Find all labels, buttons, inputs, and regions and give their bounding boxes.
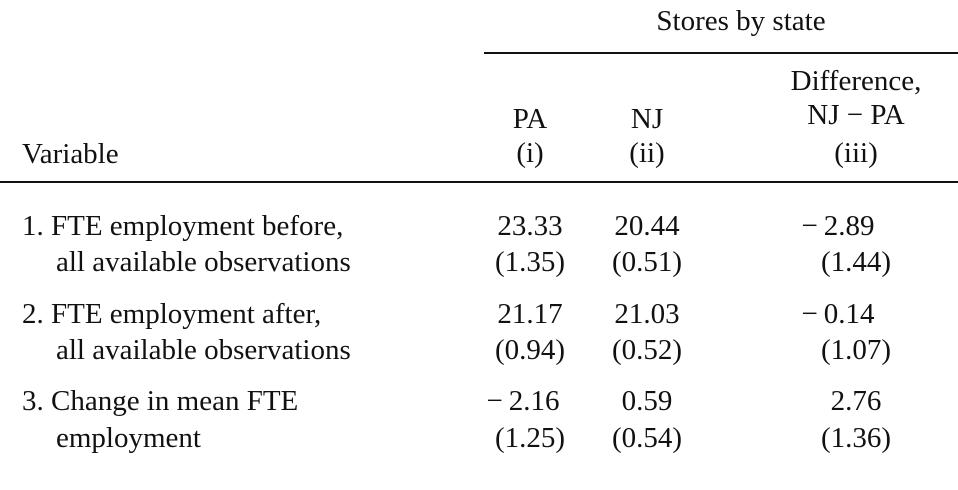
row-2-label-line2: all available observations	[56, 334, 351, 366]
row-3-pa-error: (1.25)	[494, 422, 566, 454]
row-1-label-line2: all available observations	[56, 246, 351, 278]
row-2-label-line1: 2. FTE employment after,	[22, 298, 322, 330]
col-nj-index: (ii)	[629, 137, 665, 169]
row-2-pa-value: 21.17	[497, 298, 563, 330]
row-3-diff-value: 2.76	[830, 385, 882, 417]
header-rule	[0, 181, 958, 183]
variable-header: Variable	[22, 138, 119, 170]
row-1-diff-value: − 2.89	[801, 210, 875, 242]
row-1-pa-error: (1.35)	[494, 246, 566, 278]
col-nj-name: NJ	[630, 103, 664, 135]
row-2-nj-error: (0.52)	[611, 334, 683, 366]
col-diff-name-line1: Difference,	[790, 65, 922, 97]
row-2-pa-error: (0.94)	[494, 334, 566, 366]
row-2-nj-value: 21.03	[614, 298, 680, 330]
col-diff-name-line2: NJ − PA	[807, 99, 905, 131]
row-1-nj-error: (0.51)	[611, 246, 683, 278]
row-3-nj-value: 0.59	[621, 385, 673, 417]
col-diff-index: (iii)	[834, 137, 878, 169]
group-header: Stores by state	[656, 5, 826, 37]
row-3-diff-error: (1.36)	[820, 422, 892, 454]
row-2-diff-error: (1.07)	[820, 334, 892, 366]
row-1-pa-value: 23.33	[497, 210, 563, 242]
col-pa-index: (i)	[516, 137, 544, 169]
row-2-diff-value: − 0.14	[801, 298, 875, 330]
row-1-nj-value: 20.44	[614, 210, 680, 242]
row-1-diff-error: (1.44)	[820, 246, 892, 278]
row-1-label-line1: 1. FTE employment before,	[22, 210, 344, 242]
row-3-label-line1: 3. Change in mean FTE	[22, 385, 299, 417]
group-header-rule	[484, 52, 958, 54]
row-3-label-line2: employment	[56, 422, 201, 454]
col-pa-name: PA	[512, 103, 548, 135]
row-3-nj-error: (0.54)	[611, 422, 683, 454]
row-3-pa-value: − 2.16	[486, 385, 560, 417]
